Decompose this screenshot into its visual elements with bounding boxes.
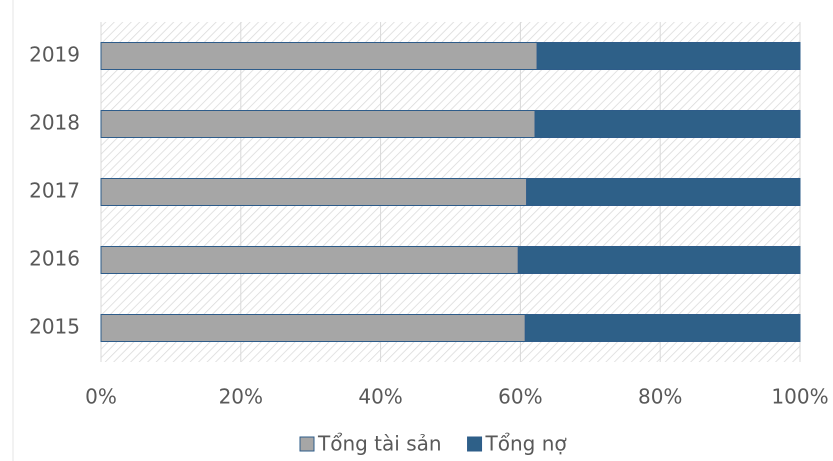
bar-segment [100, 178, 528, 206]
x-tick-label: 40% [358, 385, 402, 409]
legend-label: Tổng tài sản [317, 432, 442, 456]
bar-segment [100, 42, 538, 70]
legend-swatch [467, 436, 483, 452]
y-tick-label: 2016 [29, 247, 80, 271]
x-tick-label: 20% [219, 385, 263, 409]
bar-segment [536, 42, 801, 70]
legend-swatch [299, 436, 315, 452]
bar-segment [100, 314, 526, 342]
x-tick-label: 60% [498, 385, 542, 409]
x-tick-label: 80% [638, 385, 682, 409]
x-tick-label: 100% [771, 385, 828, 409]
bar-segment [100, 110, 536, 138]
legend-label: Tổng nợ [485, 432, 568, 456]
bar-segment [524, 314, 801, 342]
x-tick-label: 0% [85, 385, 117, 409]
y-tick-label: 2017 [29, 179, 80, 203]
bar-segment [526, 178, 801, 206]
y-tick-label: 2019 [29, 43, 80, 67]
bar-segment [517, 246, 801, 274]
y-tick-label: 2015 [29, 315, 80, 339]
bar-segment [100, 246, 519, 274]
y-tick-label: 2018 [29, 111, 80, 135]
bar-segment [534, 110, 801, 138]
